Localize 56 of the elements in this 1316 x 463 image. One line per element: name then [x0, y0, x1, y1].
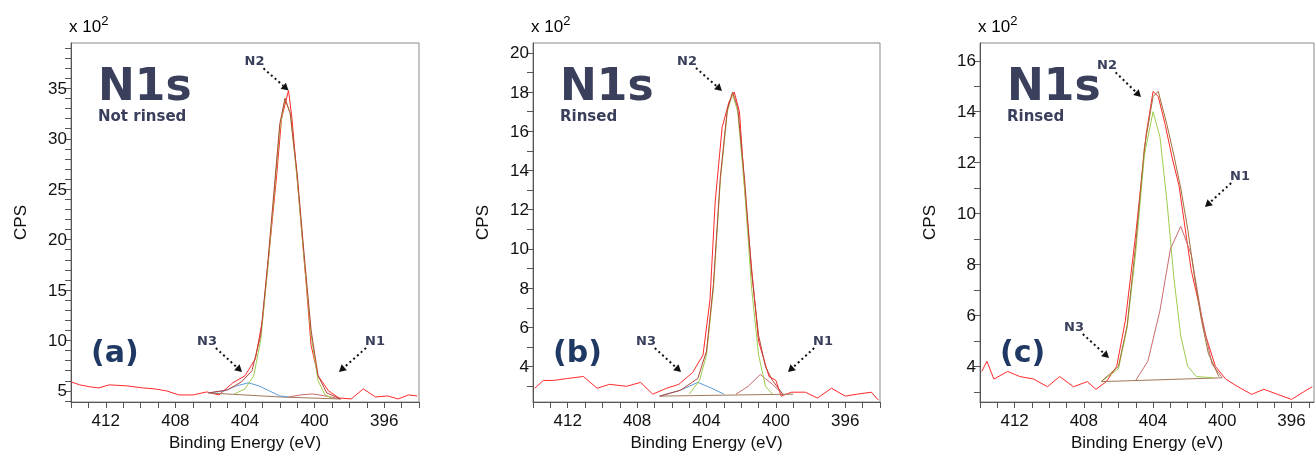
x-tick-label: 396 — [1277, 411, 1306, 430]
annotation: (c) — [1000, 333, 1046, 369]
annotation: N2 — [244, 52, 265, 68]
x-tick-label: 404 — [1138, 411, 1168, 430]
annotation: (a) — [91, 333, 139, 369]
text: Rinsed — [1007, 106, 1065, 125]
y-tick-label: 5 — [57, 381, 67, 401]
y-tick-label: 8 — [519, 278, 529, 298]
x-tick-label: 400 — [1208, 411, 1237, 430]
y-tick-label: 4 — [966, 356, 976, 376]
x-tick-label: 404 — [230, 411, 260, 430]
y-tick-label: 18 — [510, 82, 529, 102]
annotation: N1 — [1230, 167, 1250, 183]
y-tick-label: 6 — [519, 317, 529, 337]
y-tick-label: 14 — [957, 102, 976, 122]
x-tick-label: 412 — [91, 411, 120, 430]
x-axis-title: Binding Energy (eV) — [168, 432, 322, 452]
annotation: N3 — [1064, 318, 1084, 334]
x-tick-label: 408 — [1069, 411, 1099, 430]
annotation: N3 — [197, 332, 217, 348]
y-tick-label: 10 — [510, 239, 529, 259]
x-tick-label: 404 — [692, 411, 721, 430]
y-tick-label: 12 — [510, 200, 529, 220]
y-tick-label: 15 — [48, 280, 67, 300]
y-axis-title: CPS — [11, 205, 30, 240]
x-tick-label: 412 — [1000, 411, 1029, 430]
x-tick-label: 396 — [370, 411, 399, 430]
annotation: (b) — [553, 333, 602, 369]
y-tick-label: 20 — [510, 43, 529, 63]
annotation: N1 — [813, 332, 833, 348]
y-tick-label: 20 — [48, 230, 67, 250]
y-tick-label: 10 — [957, 204, 976, 224]
y-tick-label: 6 — [966, 305, 976, 325]
y-axis-title: CPS — [473, 205, 492, 240]
y-tick-label: 14 — [510, 161, 529, 181]
y-tick-label: 8 — [966, 255, 976, 275]
y-tick-label: 16 — [510, 121, 529, 141]
x-tick-label: 396 — [831, 411, 860, 430]
x-axis-title: Binding Energy (eV) — [630, 432, 783, 452]
y-tick-label: 25 — [48, 179, 67, 199]
x-axis-title: Binding Energy (eV) — [1070, 432, 1224, 452]
y-tick-label: 30 — [48, 129, 67, 149]
x-tick-label: 412 — [553, 411, 582, 430]
x-tick-label: 408 — [161, 411, 190, 430]
y-tick-label: 35 — [48, 78, 67, 98]
y-tick-label: 4 — [519, 357, 529, 377]
x-tick-label: 408 — [622, 411, 652, 430]
annotation: N3 — [636, 332, 656, 348]
x-tick-label: 400 — [761, 411, 791, 430]
x-tick-label: 400 — [300, 411, 329, 430]
y-tick-label: 12 — [957, 153, 976, 173]
y-tick-label: 16 — [957, 51, 976, 71]
annotation: N2 — [677, 52, 697, 68]
y-axis-title: CPS — [920, 205, 939, 240]
y-tick-label: 10 — [48, 330, 67, 350]
annotation: N1 — [365, 332, 385, 348]
